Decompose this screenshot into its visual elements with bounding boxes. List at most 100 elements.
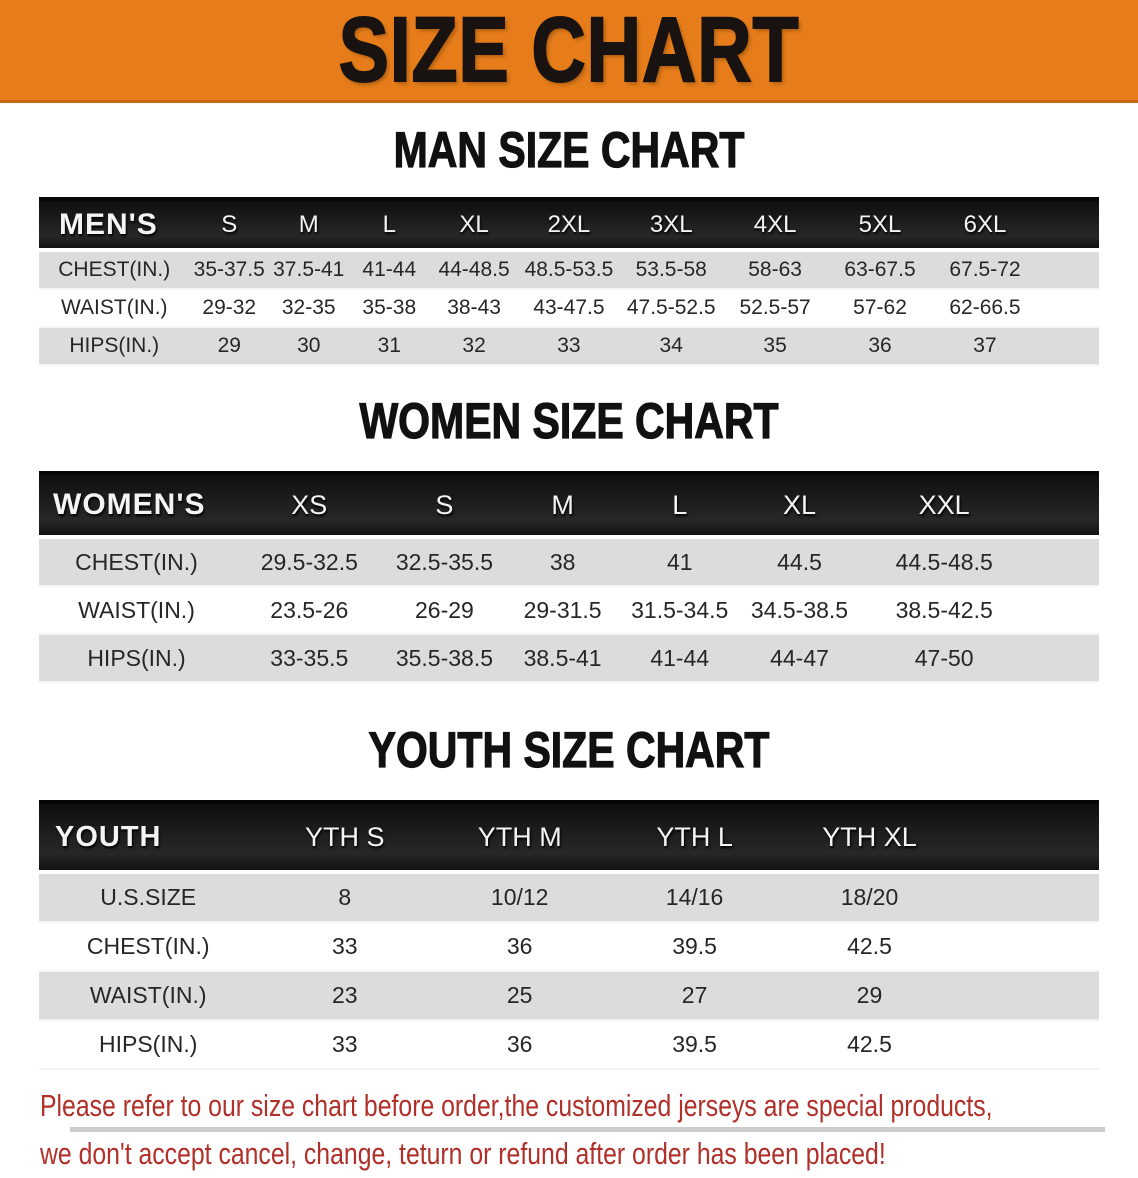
- size-value: 47-50: [914, 644, 974, 671]
- row-spacer-cell: [957, 922, 1099, 971]
- column-header: 3XL: [619, 197, 723, 252]
- header-spacer-cell: [1027, 471, 1099, 539]
- row-spacer-cell: [957, 872, 1099, 922]
- size-value: 29: [856, 982, 883, 1008]
- table-header-label: WOMEN'S: [39, 471, 235, 539]
- measurement-label: WAIST(IN.): [89, 982, 207, 1008]
- row-spacer-cell: [957, 1020, 1099, 1069]
- measurement-label: HIPS(IN.): [98, 1031, 198, 1057]
- size-value: 53.5-58: [635, 258, 707, 281]
- size-value: 18/20: [840, 884, 899, 910]
- size-value: 33: [332, 1031, 358, 1057]
- size-value: 58-63: [748, 258, 802, 281]
- bottom-edge-divider: [70, 1127, 1105, 1132]
- table-row: WAIST(IN.) 23 25 27 29: [39, 971, 1099, 1020]
- table-header-row: WOMEN'S XS S M L XL XXL: [39, 471, 1099, 539]
- size-value: 44-47: [770, 644, 829, 671]
- column-header: L: [620, 471, 739, 539]
- measurement-label: CHEST(IN.): [75, 548, 198, 575]
- size-value: 42.5: [847, 1031, 892, 1057]
- column-header: 2XL: [518, 197, 620, 252]
- size-value: 31: [377, 334, 401, 357]
- women-size-section: WOMEN SIZE CHART WOMEN'S XS S M L XL XXL CHEST(…: [0, 393, 1138, 683]
- size-value: 38: [549, 548, 576, 575]
- table-header-label: MEN'S: [39, 197, 190, 252]
- table-row: HIPS(IN.) 33 36 39.5 42.5: [39, 1020, 1099, 1069]
- row-spacer-cell: [1037, 250, 1099, 289]
- column-header: XXL: [860, 471, 1028, 539]
- banner: SIZE CHART: [0, 0, 1138, 103]
- column-header: M: [269, 197, 349, 252]
- size-value: 34.5-38.5: [750, 596, 849, 623]
- size-value: 31.5-34.5: [631, 596, 729, 623]
- column-header: 5XL: [827, 197, 933, 252]
- column-header: S: [384, 471, 505, 539]
- column-header: XS: [234, 471, 385, 539]
- row-spacer-cell: [1028, 586, 1099, 634]
- size-value: 26-29: [415, 596, 474, 623]
- size-value: 41-44: [650, 644, 710, 671]
- column-header: XL: [430, 197, 519, 252]
- size-value: 36: [868, 334, 892, 357]
- women-section-title: WOMEN SIZE CHART: [359, 393, 779, 449]
- women-size-table: WOMEN'S XS S M L XL XXL CHEST(IN.) 29.5-32.5 32.5…: [39, 471, 1099, 683]
- row-spacer-cell: [957, 971, 1099, 1020]
- table-row: HIPS(IN.) 29 30 31 32 33 34 35 36 37: [39, 327, 1099, 365]
- row-spacer-cell: [1028, 634, 1099, 682]
- column-header: 4XL: [722, 197, 828, 252]
- column-header: YTH S: [257, 800, 433, 874]
- measurement-label: WAIST(IN.): [78, 596, 195, 623]
- size-value: 48.5-53.5: [524, 258, 614, 281]
- size-value: 32: [462, 334, 486, 357]
- man-section-title: MAN SIZE CHART: [393, 122, 745, 178]
- column-header: L: [348, 197, 431, 252]
- size-value: 36: [506, 1031, 533, 1057]
- column-header: S: [189, 197, 269, 252]
- size-value: 52.5-57: [739, 296, 811, 319]
- size-value: 39.5: [672, 1031, 717, 1057]
- size-value: 41-44: [362, 258, 417, 281]
- size-value: 29-31.5: [523, 596, 602, 623]
- size-value: 44.5-48.5: [895, 548, 993, 575]
- size-value: 34: [659, 334, 683, 357]
- size-value: 47.5-52.5: [626, 296, 716, 319]
- size-value: 37.5-41: [273, 258, 345, 281]
- youth-size-table: YOUTH YTH S YTH M YTH L YTH XL U.S.SIZE 8 10/12…: [39, 800, 1099, 1070]
- size-value: 38-43: [447, 296, 501, 319]
- measurement-label: CHEST(IN.): [58, 258, 171, 281]
- column-header: YTH XL: [782, 800, 957, 874]
- table-row: WAIST(IN.) 29-32 32-35 35-38 38-43 43-47.5 47.…: [39, 289, 1099, 327]
- size-value: 44-48.5: [438, 258, 510, 281]
- youth-section-title: YOUTH SIZE CHART: [368, 722, 770, 778]
- size-value: 62-66.5: [949, 296, 1021, 319]
- youth-size-section: YOUTH SIZE CHART YOUTH YTH S YTH M YTH L YTH…: [0, 722, 1138, 1070]
- size-value: 8: [338, 884, 352, 910]
- row-spacer-cell: [1037, 327, 1099, 365]
- size-value: 29-32: [202, 296, 257, 319]
- size-value: 44.5: [777, 548, 822, 575]
- size-value: 32.5-35.5: [395, 548, 494, 575]
- header-spacer-cell: [956, 800, 1099, 874]
- size-value: 32-35: [281, 296, 336, 319]
- measurement-label: HIPS(IN.): [69, 334, 160, 357]
- measurement-label: WAIST(IN.): [60, 296, 168, 319]
- size-value: 67.5-72: [949, 258, 1021, 281]
- table-header-row: YOUTH YTH S YTH M YTH L YTH XL: [39, 800, 1099, 874]
- header-spacer-cell: [1037, 197, 1099, 252]
- row-spacer-cell: [1037, 289, 1099, 327]
- disclaimer-line-2: we don't accept cancel, change, teturn o…: [40, 1136, 886, 1171]
- measurement-label: HIPS(IN.): [87, 644, 186, 671]
- table-header-row: MEN'S S M L XL 2XL 3XL 4XL 5XL 6XL: [39, 197, 1099, 252]
- column-header: YTH M: [432, 800, 608, 874]
- column-header: 6XL: [932, 197, 1038, 252]
- size-value: 10/12: [490, 884, 549, 910]
- size-value: 23: [332, 982, 358, 1008]
- column-header: YTH L: [607, 800, 783, 874]
- measurement-label: CHEST(IN.): [86, 933, 210, 959]
- size-value: 27: [681, 982, 708, 1008]
- size-value: 33-35.5: [270, 644, 349, 671]
- size-value: 42.5: [847, 933, 892, 959]
- size-value: 37: [973, 334, 997, 357]
- table-row: HIPS(IN.) 33-35.5 35.5-38.5 38.5-41 41-44 44-…: [39, 634, 1099, 682]
- size-value: 38.5-42.5: [895, 596, 993, 623]
